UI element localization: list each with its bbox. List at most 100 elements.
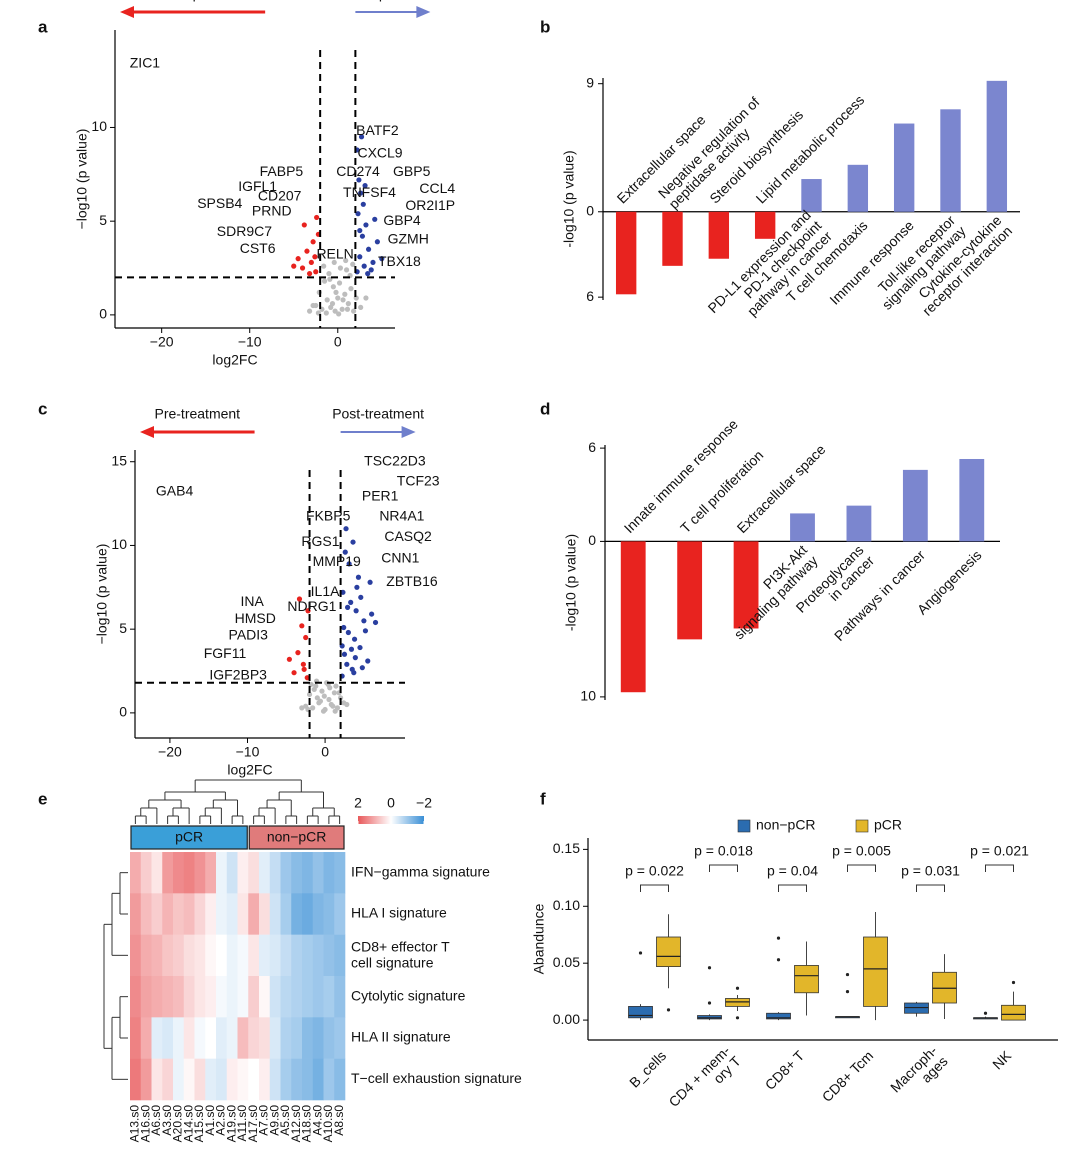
- bar: [801, 179, 822, 212]
- heatmap-cell: [151, 976, 163, 1018]
- gene-label: CCL4: [419, 180, 455, 196]
- point: [339, 306, 345, 312]
- heatmap-cell: [183, 893, 195, 935]
- heatmap-cell: [259, 976, 271, 1018]
- group-bar: [130, 825, 248, 850]
- point: [350, 261, 356, 267]
- heatmap-cell: [269, 893, 281, 935]
- point: [295, 650, 301, 656]
- heatmap-cell: [237, 893, 249, 935]
- significance-bracket: [985, 864, 1014, 872]
- gene-label: FABP5: [260, 163, 304, 179]
- row-label: HLA I signature: [351, 905, 447, 921]
- category-label: Innate immune response: [621, 416, 741, 536]
- point: [372, 216, 378, 222]
- y-tick-label: 0: [119, 704, 127, 720]
- point: [379, 256, 385, 262]
- text-line: cell signature: [351, 954, 434, 970]
- heatmap-cell: [334, 1058, 346, 1101]
- gene-label: CST6: [240, 240, 276, 256]
- bar: [959, 458, 985, 542]
- arrow-head: [120, 6, 134, 18]
- heatmap-cell: [323, 934, 335, 977]
- y-axis-label: -log10 (p value): [563, 534, 579, 631]
- bar: [893, 123, 915, 212]
- heatmap-cell: [183, 1017, 195, 1059]
- y-tick-label: 10: [580, 688, 596, 704]
- point: [365, 246, 372, 252]
- point: [306, 308, 313, 314]
- heatmap-cell: [259, 1058, 271, 1101]
- column-label: A7.s0: [257, 1105, 271, 1136]
- bar: [902, 469, 928, 542]
- point: [353, 608, 359, 614]
- y-tick-label: 0.05: [553, 954, 580, 970]
- gene-label: GBP4: [383, 212, 421, 228]
- heatmap-cell: [334, 852, 346, 894]
- x-tick-label: B_cells: [626, 1047, 669, 1090]
- point: [345, 629, 351, 636]
- point: [354, 584, 360, 590]
- point: [344, 661, 350, 667]
- heatmap-cell: [216, 1058, 228, 1101]
- heatmap-cell: [205, 976, 217, 1018]
- point: [358, 594, 364, 600]
- heatmap-cell: [205, 852, 217, 894]
- y-tick-label: 15: [111, 452, 127, 468]
- point: [359, 233, 366, 239]
- x-tick-label: 0: [334, 334, 342, 350]
- point: [352, 655, 358, 661]
- heatmap-cell: [259, 893, 271, 935]
- heatmap-cell: [334, 976, 346, 1018]
- outlier: [1011, 980, 1016, 985]
- heatmap-cell: [269, 1017, 281, 1059]
- point: [299, 623, 305, 629]
- y-axis-label: −log10 (p value): [74, 129, 90, 230]
- gene-label: ZBTB16: [386, 573, 438, 589]
- x-tick-label: −10: [238, 334, 262, 350]
- colorbar-label: −2: [416, 795, 432, 811]
- heatmap-cell: [237, 1017, 249, 1059]
- heatmap-cell: [248, 976, 260, 1018]
- heatmap-cell: [173, 1017, 185, 1059]
- y-tick-label: 0.00: [553, 1011, 580, 1027]
- heatmap-cell: [334, 934, 346, 977]
- heatmap-cell: [140, 1058, 152, 1101]
- heatmap-cell: [162, 1017, 174, 1059]
- gene-label: FGF11: [204, 645, 247, 661]
- heatmap-cell: [280, 976, 292, 1018]
- heatmap-cell: [302, 934, 314, 977]
- arrow-head: [140, 426, 154, 438]
- legend-label: pCR: [874, 817, 902, 833]
- point: [336, 311, 342, 317]
- bar: [754, 211, 776, 239]
- gene-label: TNFSF4: [343, 184, 396, 200]
- gene-label: TSC22D3: [364, 452, 426, 468]
- gene-label: NR4A1: [379, 508, 424, 524]
- point: [355, 211, 361, 217]
- y-tick-label: 5: [119, 620, 127, 636]
- point: [341, 624, 347, 631]
- heatmap-cell: [194, 1017, 206, 1059]
- point: [286, 656, 292, 662]
- point: [361, 263, 367, 269]
- point: [374, 239, 380, 245]
- gene-label: SPSB4: [197, 195, 242, 211]
- column-label: A9.s0: [267, 1105, 281, 1136]
- point: [300, 661, 306, 667]
- point: [308, 259, 314, 266]
- y-tick-label: 10: [111, 536, 127, 552]
- heatmap-cell: [291, 893, 303, 935]
- heatmap-cell: [269, 1058, 281, 1101]
- x-tick-label: NK: [989, 1047, 1015, 1073]
- x-axis-label: log2FC: [227, 762, 272, 778]
- point: [342, 549, 348, 555]
- point: [291, 670, 297, 676]
- point: [340, 589, 346, 595]
- bar: [847, 164, 869, 212]
- column-label: A14.s0: [181, 1105, 195, 1143]
- heatmap-cell: [291, 1058, 303, 1101]
- heatmap-cell: [130, 893, 142, 935]
- heatmap-cell: [130, 852, 142, 894]
- heatmap-cell: [130, 1017, 142, 1059]
